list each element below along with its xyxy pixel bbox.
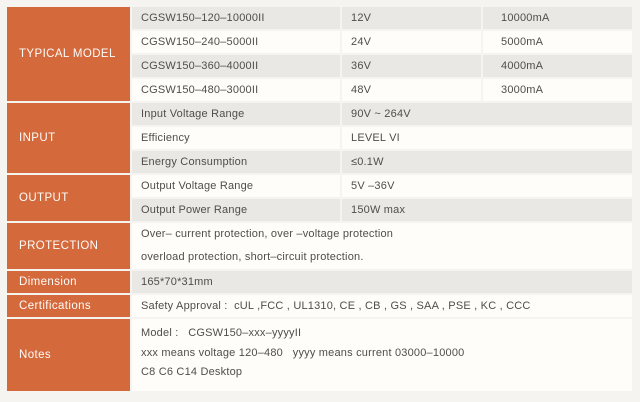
- spec-label: Output Power Range: [132, 199, 340, 221]
- section-header-notes: Notes: [7, 319, 130, 391]
- current-value: 4000mA: [483, 55, 632, 77]
- current-value: 5000mA: [483, 31, 632, 53]
- protection-line-2: overload protection, short–circuit prote…: [141, 251, 364, 263]
- spec-value: ≤0.1W: [342, 151, 632, 173]
- section-output: OUTPUT Output Voltage Range 5V –36V Outp…: [7, 175, 632, 221]
- spec-value: LEVEL VI: [342, 127, 632, 149]
- section-dimension: Dimension 165*70*31mm: [7, 271, 632, 293]
- voltage-value: 36V: [342, 55, 481, 77]
- dimension-row: 165*70*31mm: [132, 271, 632, 293]
- notes-line-1: Model : CGSW150–xxx–yyyyII: [141, 327, 302, 339]
- spec-label: Output Voltage Range: [132, 175, 340, 197]
- model-row-2: CGSW150–240–5000II 24V 5000mA: [132, 31, 632, 53]
- protection-line-1: Over– current protection, over –voltage …: [141, 228, 394, 240]
- model-name: CGSW150–120–10000II: [132, 7, 340, 29]
- section-header-certifications: Certifications: [7, 295, 130, 317]
- model-row-1: CGSW150–120–10000II 12V 10000mA: [132, 7, 632, 29]
- spec-label: Input Voltage Range: [132, 103, 340, 125]
- section-header-dimension: Dimension: [7, 271, 130, 293]
- section-typical-model: TYPICAL MODEL CGSW150–120–10000II 12V 10…: [7, 7, 632, 101]
- typical-model-rows: CGSW150–120–10000II 12V 10000mA CGSW150–…: [132, 7, 632, 101]
- spec-label: Efficiency: [132, 127, 340, 149]
- voltage-value: 24V: [342, 31, 481, 53]
- spec-value: 90V ~ 264V: [342, 103, 632, 125]
- notes-line-2: xxx means voltage 120–480 yyyy means cur…: [141, 346, 465, 359]
- section-header-typical-model: TYPICAL MODEL: [7, 7, 130, 101]
- voltage-value: 12V: [342, 7, 481, 29]
- input-row-1: Input Voltage Range 90V ~ 264V: [132, 103, 632, 125]
- model-row-3: CGSW150–360–4000II 36V 4000mA: [132, 55, 632, 77]
- protection-text: Over– current protection, over –voltage …: [132, 223, 632, 269]
- current-value: 10000mA: [483, 7, 632, 29]
- spec-value: 150W max: [342, 199, 632, 221]
- notes-text: Model : CGSW150–xxx–yyyyII xxx means vol…: [132, 319, 632, 391]
- section-header-protection: PROTECTION: [7, 223, 130, 269]
- output-row-1: Output Voltage Range 5V –36V: [132, 175, 632, 197]
- dimension-value: 165*70*31mm: [132, 271, 632, 293]
- section-certifications: Certifications Safety Approval : cUL ,FC…: [7, 295, 632, 317]
- section-header-output: OUTPUT: [7, 175, 130, 221]
- current-value: 3000mA: [483, 79, 632, 101]
- input-rows: Input Voltage Range 90V ~ 264V Efficienc…: [132, 103, 632, 173]
- model-name: CGSW150–360–4000II: [132, 55, 340, 77]
- certifications-value: Safety Approval : cUL ,FCC , UL1310, CE …: [132, 295, 632, 317]
- notes-line-3: C8 C6 C14 Desktop: [141, 366, 243, 378]
- input-row-3: Energy Consumption ≤0.1W: [132, 151, 632, 173]
- section-notes: Notes Model : CGSW150–xxx–yyyyII xxx mea…: [7, 319, 632, 391]
- model-name: CGSW150–480–3000II: [132, 79, 340, 101]
- output-rows: Output Voltage Range 5V –36V Output Powe…: [132, 175, 632, 221]
- model-row-4: CGSW150–480–3000II 48V 3000mA: [132, 79, 632, 101]
- certifications-row: Safety Approval : cUL ,FCC , UL1310, CE …: [132, 295, 632, 317]
- voltage-value: 48V: [342, 79, 481, 101]
- section-input: INPUT Input Voltage Range 90V ~ 264V Eff…: [7, 103, 632, 173]
- output-row-2: Output Power Range 150W max: [132, 199, 632, 221]
- model-name: CGSW150–240–5000II: [132, 31, 340, 53]
- input-row-2: Efficiency LEVEL VI: [132, 127, 632, 149]
- section-protection: PROTECTION Over– current protection, ove…: [7, 223, 632, 269]
- spec-value: 5V –36V: [342, 175, 632, 197]
- section-header-input: INPUT: [7, 103, 130, 173]
- spec-label: Energy Consumption: [132, 151, 340, 173]
